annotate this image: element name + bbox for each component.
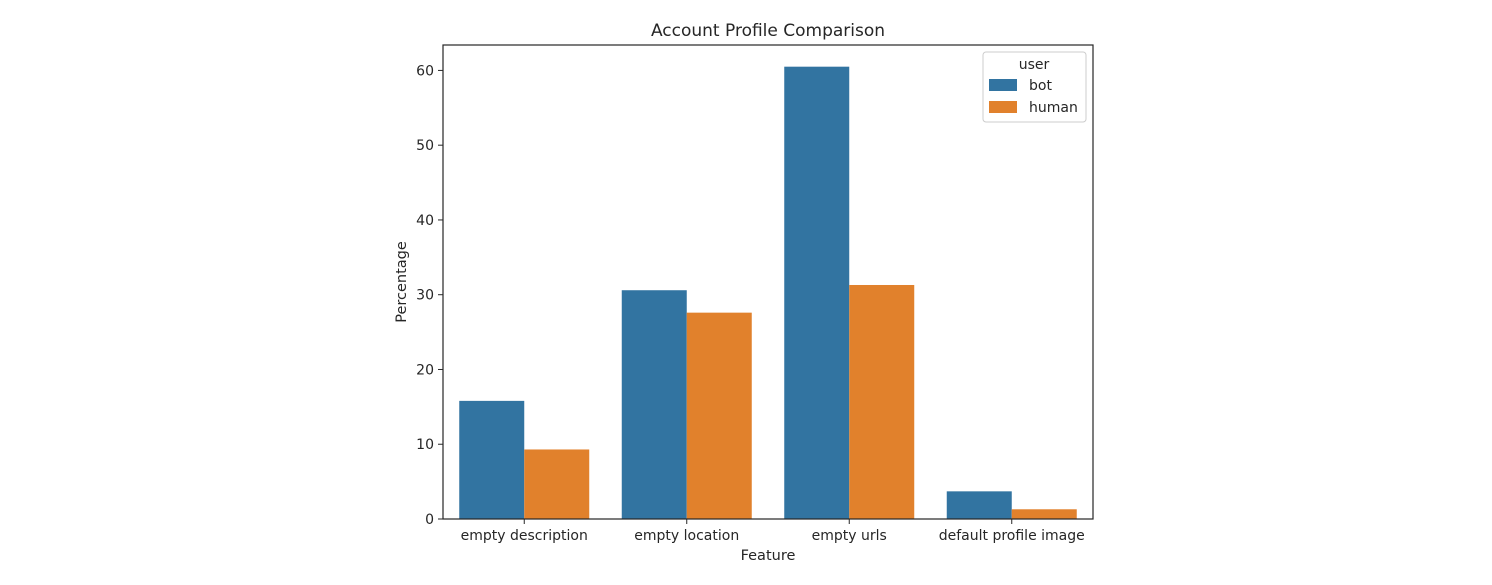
bar-bot — [459, 400, 525, 519]
x-tick-label: default profile image — [939, 528, 1085, 544]
legend-swatch-bot — [989, 79, 1017, 91]
y-tick-label: 30 — [416, 288, 434, 304]
y-tick-label: 0 — [425, 512, 434, 528]
x-tick-label: empty location — [634, 528, 739, 544]
y-tick-label: 50 — [416, 138, 434, 154]
bar-bot — [946, 491, 1012, 519]
y-tick-label: 40 — [416, 213, 434, 229]
legend-label-bot: bot — [1029, 78, 1052, 94]
legend-title: user — [1019, 57, 1050, 73]
y-axis-label: Percentage — [394, 241, 410, 323]
bars-group — [459, 66, 1077, 519]
bar-human — [524, 449, 590, 519]
bar-bot — [784, 66, 850, 519]
legend-label-human: human — [1029, 100, 1078, 116]
x-tick-label: empty urls — [812, 528, 887, 544]
legend: user bot human — [982, 51, 1087, 123]
chart-title: Account Profile Comparison — [651, 21, 885, 41]
y-axis: 0 10 20 30 40 50 60 — [416, 63, 443, 528]
y-tick-label: 20 — [416, 362, 434, 378]
y-tick-label: 60 — [416, 63, 434, 79]
bar-bot — [621, 290, 687, 519]
x-axis: empty description empty location empty url… — [461, 519, 1085, 544]
bar-human — [849, 284, 915, 519]
bar-human — [1011, 509, 1077, 519]
x-axis-label: Feature — [741, 548, 796, 564]
plot-frame — [442, 44, 1094, 520]
y-tick-label: 10 — [416, 437, 434, 453]
x-tick-label: empty description — [461, 528, 588, 544]
bar-human — [686, 312, 752, 519]
legend-swatch-human — [989, 101, 1017, 113]
